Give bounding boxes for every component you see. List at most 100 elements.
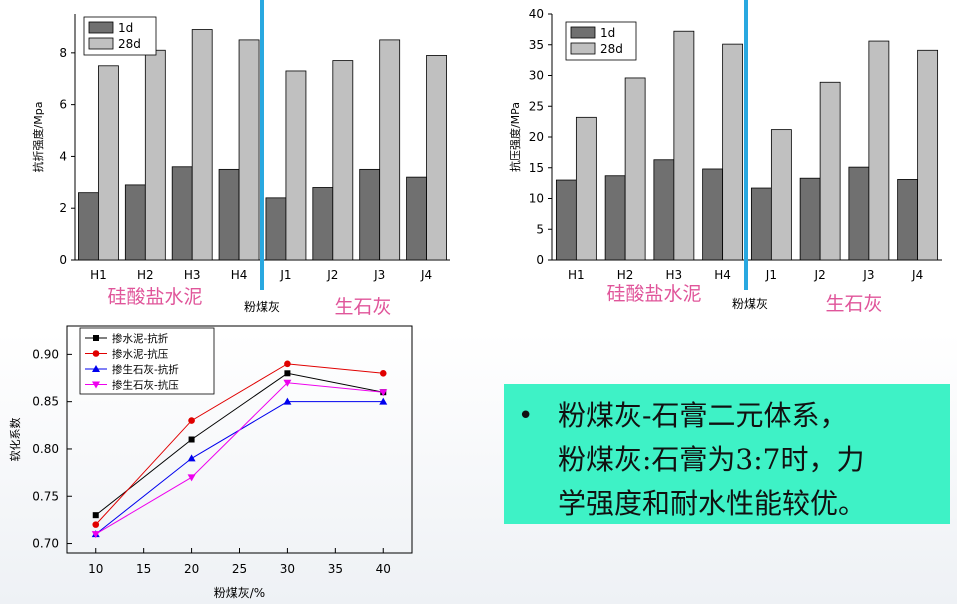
bar-28d-H2	[144, 49, 166, 261]
legend-label-掺水泥-抗折: 掺水泥-抗折	[112, 332, 169, 345]
bar-1d-J2	[799, 177, 821, 261]
bar-28d-H4	[238, 39, 260, 261]
bar-28d-H3	[191, 29, 213, 261]
bar-1d-H4	[702, 168, 724, 261]
bar-1d-J1	[750, 187, 772, 261]
y-tick-label: 30	[529, 69, 544, 83]
bar-1d-H3	[653, 159, 675, 261]
x-tick-label: 20	[184, 562, 199, 576]
data-point-掺生石灰-抗压	[91, 531, 100, 539]
y-tick-label: 4	[59, 149, 67, 163]
y-axis-label: 抗折强度/Mpa	[31, 102, 45, 173]
y-tick-label: 0.85	[32, 395, 59, 409]
legend-swatch-1d	[570, 26, 596, 39]
x-tick-label: H2	[617, 268, 634, 282]
data-point-掺生石灰-抗压	[283, 379, 292, 387]
legend-swatch-28d	[570, 42, 596, 55]
y-tick-label: 35	[529, 38, 544, 52]
bar-1d-H4	[218, 168, 240, 261]
group-label-cement: 硅酸盐水泥	[107, 286, 202, 308]
x-tick-label: 30	[280, 562, 295, 576]
data-point-掺水泥-抗压	[284, 360, 291, 368]
x-tick-label: 40	[376, 562, 391, 576]
y-tick-label: 2	[59, 201, 67, 215]
group-label-flyash: 粉煤灰	[732, 297, 768, 311]
series-line-掺生石灰-抗压	[95, 382, 384, 535]
legend-swatch-1d	[88, 21, 114, 34]
callout-line-2: 粉煤灰:石膏为3:7时，力	[558, 443, 865, 476]
y-tick-label: 40	[529, 7, 544, 21]
legend-label-28d: 28d	[600, 42, 623, 56]
data-point-掺水泥-抗折	[284, 370, 291, 377]
data-point-掺生石灰-抗压	[379, 389, 388, 397]
y-tick-label: 8	[59, 46, 67, 60]
data-point-掺生石灰-抗压	[187, 474, 196, 482]
x-tick-label: J3	[862, 268, 874, 282]
x-tick-label: H3	[184, 268, 201, 282]
y-axis-label: 软化系数	[8, 418, 22, 462]
data-point-掺水泥-抗压	[188, 417, 195, 424]
group-label-lime: 生石灰	[334, 296, 391, 318]
x-tick-label: 35	[328, 562, 343, 576]
series-line-掺水泥-抗压	[95, 363, 384, 525]
data-point-掺水泥-抗压	[379, 369, 387, 377]
x-tick-label: J3	[373, 268, 385, 282]
x-tick-label: H3	[666, 268, 683, 282]
x-tick-label: 15	[136, 562, 151, 576]
bar-28d-J2	[332, 60, 354, 261]
x-axis-label: 粉煤灰/%	[214, 586, 265, 600]
bar-1d-J3	[359, 168, 381, 261]
bar-1d-H1	[78, 192, 99, 261]
legend-label-1d: 1d	[118, 21, 133, 35]
y-tick-label: 0.75	[32, 489, 59, 503]
y-tick-label: 6	[59, 98, 67, 112]
y-tick-label: 20	[529, 130, 544, 144]
legend-marker-掺生石灰-抗折	[92, 365, 100, 372]
y-tick-label: 5	[536, 222, 544, 236]
y-tick-label: 25	[529, 99, 544, 113]
legend-label-掺水泥-抗压: 掺水泥-抗压	[112, 348, 169, 361]
flexural-strength-bar-chart: 0 2 4 6 8 H1 H2 H3 H4 J1 J2 J3 J4 抗折强度/Mpa 1d 28d 硅酸盐水泥粉…	[31, 0, 450, 318]
x-tick-label: J2	[814, 268, 826, 282]
x-tick-label: H4	[231, 268, 248, 282]
compressive-strength-bar-chart: 0 5 10 15 20 25 30 35 40 H1 H2 H3 H4 J1 J2 J3 J4 抗压强度/MPa…	[508, 0, 942, 315]
bar-28d-J3	[868, 40, 890, 261]
legend-label-掺生石灰-抗压: 掺生石灰-抗压	[112, 379, 179, 392]
legend-marker-掺生石灰-抗压	[92, 381, 100, 389]
bar-1d-H2	[604, 175, 626, 261]
y-tick-label: 10	[529, 192, 544, 206]
softening-coefficient-line-chart: 10 15 20 25 30 35 40 0.70 0.75 0.80 0.85 0.90 粉煤灰/% 软…	[8, 325, 413, 600]
bar-1d-J2	[312, 187, 334, 261]
x-tick-label: J4	[420, 268, 432, 282]
bar-28d-J4	[426, 55, 447, 261]
data-point-掺水泥-抗折	[188, 436, 195, 443]
x-tick-label: J4	[911, 268, 923, 282]
conclusion-callout: • 粉煤灰-石膏二元体系， 粉煤灰:石膏为3:7时，力 学强度和耐水性能较优。	[504, 384, 950, 524]
legend-marker-掺水泥-抗压	[92, 350, 100, 357]
bar-28d-H2	[624, 77, 646, 261]
y-tick-label: 0	[59, 253, 67, 267]
legend-marker-掺水泥-抗折	[93, 335, 99, 341]
x-tick-label: H1	[90, 268, 107, 282]
legend-label-1d: 1d	[600, 26, 615, 40]
bar-1d-J1	[265, 197, 287, 261]
bar-1d-J3	[848, 166, 870, 261]
y-tick-label: 0.70	[32, 537, 59, 551]
data-point-掺水泥-抗压	[92, 521, 100, 528]
x-tick-label: 25	[232, 562, 247, 576]
x-tick-label: J1	[279, 268, 291, 282]
series-line-掺水泥-抗折	[95, 372, 384, 516]
legend-box	[79, 327, 215, 395]
group-label-cement: 硅酸盐水泥	[606, 283, 701, 305]
x-tick-label: 10	[88, 562, 103, 576]
data-point-掺生石灰-抗折	[187, 454, 196, 462]
group-label-lime: 生石灰	[825, 293, 882, 315]
x-tick-label: H1	[568, 268, 585, 282]
y-tick-label: 0.80	[32, 442, 59, 456]
x-tick-label: J2	[326, 268, 338, 282]
bar-1d-H3	[171, 166, 193, 261]
legend-swatch-28d	[88, 37, 114, 50]
bar-1d-J4	[897, 179, 919, 261]
series-line-掺生石灰-抗折	[95, 401, 384, 535]
